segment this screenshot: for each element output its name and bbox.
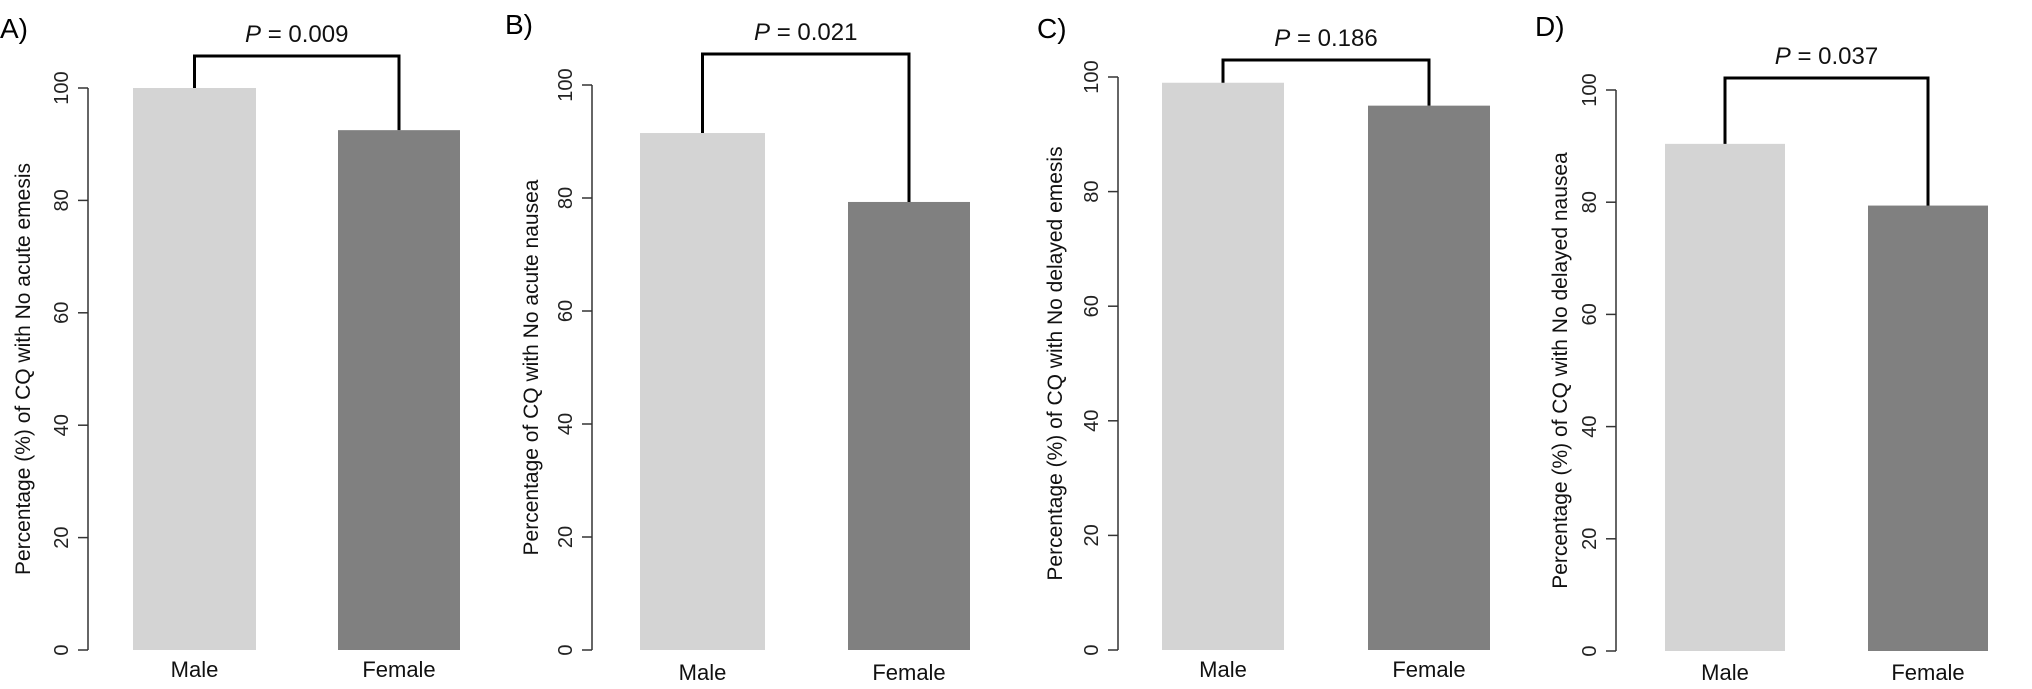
p-value: = 0.186: [1290, 25, 1377, 52]
y-axis-label: Percentage (%) of CQ with No acute emesi…: [12, 163, 35, 575]
y-tick-label: 100: [1081, 60, 1103, 93]
p-value: = 0.037: [1791, 43, 1878, 70]
category-label: Male: [171, 657, 219, 682]
y-tick-label: 40: [1579, 415, 1601, 437]
category-label: Female: [362, 657, 435, 682]
p-value-label: P = 0.037: [1775, 43, 1878, 70]
p-symbol: P: [245, 21, 261, 48]
chart-panel-2: B) 0 20 40 60 80 100 Percentage of CQ with No a…: [505, 9, 970, 685]
chart-panel-4: D) 0 20 40 60 80 100 Percentage (%) of CQ with …: [1535, 11, 1988, 685]
y-tick-label: 80: [1081, 180, 1103, 202]
y-tick-label: 20: [51, 526, 73, 548]
bar-female: [1368, 105, 1490, 650]
y-tick-label: 40: [555, 413, 577, 435]
y-axis-label: Percentage of CQ with No acute nausea: [520, 179, 543, 555]
y-tick-label: 100: [555, 68, 577, 101]
bar-female: [848, 201, 970, 650]
category-label: Male: [1199, 657, 1247, 682]
y-tick-label: 60: [1579, 303, 1601, 325]
y-tick-label: 0: [555, 644, 577, 655]
panel-label: D): [1535, 11, 1565, 42]
p-symbol: P: [1775, 43, 1791, 70]
p-value-label: P = 0.009: [245, 21, 348, 48]
p-value-label: P = 0.186: [1274, 25, 1377, 52]
panel-label: B): [505, 9, 533, 40]
y-tick-label: 60: [555, 300, 577, 322]
category-label: Male: [1701, 660, 1749, 684]
category-label: Female: [1392, 657, 1465, 682]
chart-panel-1: A) 0 20 40 60 80 100 Percentage (%) of CQ with …: [0, 13, 460, 682]
y-tick-label: 60: [51, 302, 73, 324]
y-tick-label: 80: [51, 189, 73, 211]
significance-bracket: [193, 54, 401, 131]
significance-bracket: [701, 52, 911, 202]
y-tick-label: 0: [51, 644, 73, 655]
y-tick-label: 100: [51, 71, 73, 104]
p-symbol: P: [1274, 25, 1290, 52]
p-value: = 0.009: [261, 21, 348, 48]
bar-male: [1665, 143, 1785, 651]
y-tick-label: 0: [1081, 644, 1103, 655]
bar-male: [133, 88, 256, 650]
y-axis-label: Percentage (%) of CQ with No delayed eme…: [1044, 146, 1067, 580]
y-tick-label: 0: [1579, 645, 1601, 656]
y-tick-label: 80: [555, 187, 577, 209]
p-value-label: P = 0.021: [754, 19, 857, 46]
bar-female: [338, 130, 460, 650]
y-tick-label: 20: [555, 526, 577, 548]
y-tick-label: 20: [1579, 528, 1601, 550]
chart-panel-3: C) 0 20 40 60 80 100 Percentage (%) of CQ with …: [1037, 13, 1490, 682]
y-tick-label: 100: [1579, 73, 1601, 106]
p-symbol: P: [754, 19, 770, 46]
significance-bracket: [1723, 76, 1930, 206]
bar-male: [640, 133, 765, 650]
panel-label: C): [1037, 13, 1067, 44]
bar-male: [1162, 82, 1284, 651]
y-tick-label: 40: [1081, 410, 1103, 432]
panel-label: A): [0, 13, 28, 44]
y-tick-label: 60: [1081, 295, 1103, 317]
y-tick-label: 20: [1081, 524, 1103, 546]
y-tick-label: 40: [51, 414, 73, 436]
y-axis-label: Percentage (%) of CQ with No delayed nau…: [1549, 152, 1572, 589]
category-label: Female: [1891, 660, 1964, 684]
y-tick-label: 80: [1579, 191, 1601, 213]
category-label: Female: [872, 660, 945, 684]
category-label: Male: [679, 660, 727, 684]
p-value: = 0.021: [770, 19, 857, 46]
significance-bracket: [1221, 58, 1431, 106]
bar-female: [1868, 205, 1988, 652]
